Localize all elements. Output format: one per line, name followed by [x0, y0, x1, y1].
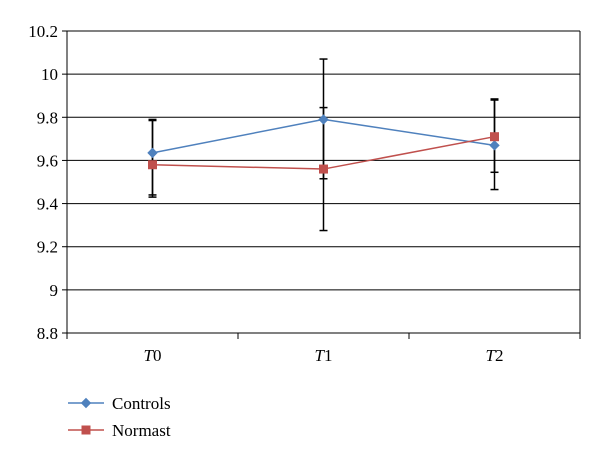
y-tick-label: 10 [41, 65, 58, 84]
y-tick-label: 9.6 [37, 151, 58, 170]
y-tick-label: 9 [50, 281, 59, 300]
legend-marker-controls [80, 397, 92, 409]
y-tick-label: 9.4 [37, 195, 59, 214]
x-tick-label: T2 [486, 346, 504, 365]
legend-label: Normast [112, 421, 171, 440]
legend-item-normast: Normast [68, 421, 171, 440]
data-point-normast [319, 164, 328, 174]
legend-marker-normast [81, 425, 91, 435]
legend-label: Controls [112, 394, 171, 413]
y-tick-label: 9.2 [37, 238, 58, 257]
data-point-controls [318, 114, 329, 125]
y-tick-label: 10.2 [28, 22, 58, 41]
error-bars [148, 58, 499, 232]
y-axis-ticks: 8.8 9 9.2 9.4 9.6 9.8 10 10.2 [28, 22, 67, 343]
x-tick-label: T0 [144, 346, 162, 365]
data-point-normast [490, 132, 499, 142]
y-tick-label: 8.8 [37, 324, 58, 343]
legend-item-controls: Controls [68, 394, 171, 413]
data-point-normast [148, 160, 157, 170]
x-tick-label: T1 [315, 346, 333, 365]
legend: Controls Normast [68, 394, 171, 440]
x-axis-ticks: T0 T1 T2 [66, 333, 581, 365]
y-tick-label: 9.8 [37, 108, 58, 127]
data-point-controls [147, 147, 158, 159]
axes [66, 30, 581, 334]
data-point-controls [489, 140, 500, 151]
series-lines [147, 114, 500, 174]
